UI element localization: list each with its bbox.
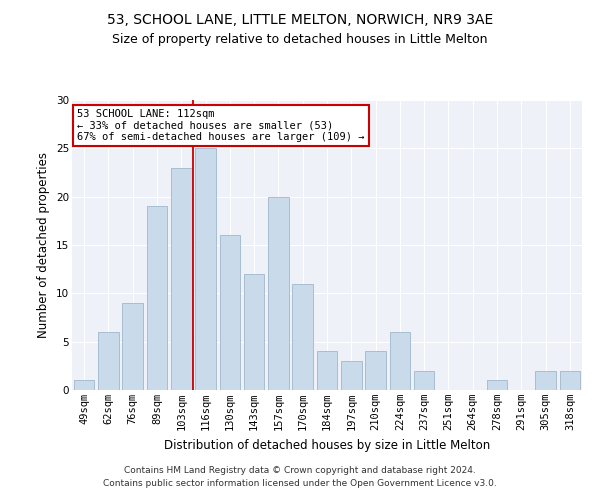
Bar (195, 148, 216, 390)
Text: 53 SCHOOL LANE: 112sqm
← 33% of detached houses are smaller (53)
67% of semi-det: 53 SCHOOL LANE: 112sqm ← 33% of detached… (77, 108, 365, 142)
Bar (560, 370, 580, 390)
Bar (122, 303, 143, 390)
Bar (244, 274, 265, 390)
Bar (389, 332, 410, 390)
Y-axis label: Number of detached properties: Number of detached properties (37, 152, 50, 338)
Bar (535, 370, 556, 390)
Bar (146, 206, 167, 390)
Bar (220, 236, 240, 390)
Bar (487, 380, 508, 390)
Bar (341, 361, 362, 390)
Bar (292, 284, 313, 390)
Text: Contains HM Land Registry data © Crown copyright and database right 2024.
Contai: Contains HM Land Registry data © Crown c… (103, 466, 497, 487)
Bar (268, 196, 289, 390)
X-axis label: Distribution of detached houses by size in Little Melton: Distribution of detached houses by size … (164, 438, 490, 452)
Bar (171, 168, 191, 390)
Bar (414, 370, 434, 390)
Bar (365, 352, 386, 390)
Text: 53, SCHOOL LANE, LITTLE MELTON, NORWICH, NR9 3AE: 53, SCHOOL LANE, LITTLE MELTON, NORWICH,… (107, 12, 493, 26)
Text: Size of property relative to detached houses in Little Melton: Size of property relative to detached ho… (112, 32, 488, 46)
Bar (98, 332, 119, 390)
Bar (317, 352, 337, 390)
Bar (74, 380, 94, 390)
